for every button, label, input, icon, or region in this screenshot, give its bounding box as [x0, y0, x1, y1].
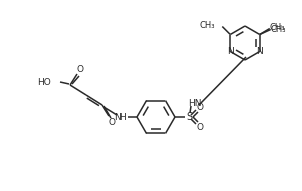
Text: S: S: [186, 112, 192, 122]
Text: N: N: [227, 47, 234, 56]
Text: HN: HN: [188, 99, 202, 108]
Text: CH₃: CH₃: [200, 21, 215, 30]
Text: O: O: [197, 103, 204, 112]
Text: HO: HO: [37, 78, 51, 87]
Text: CH₃: CH₃: [271, 25, 287, 34]
Text: H: H: [120, 112, 126, 121]
Text: CH₃: CH₃: [270, 23, 285, 32]
Text: O: O: [197, 122, 204, 131]
Text: N: N: [256, 47, 263, 56]
Text: O: O: [76, 65, 83, 74]
Text: N: N: [115, 112, 121, 121]
Text: O: O: [108, 117, 115, 126]
